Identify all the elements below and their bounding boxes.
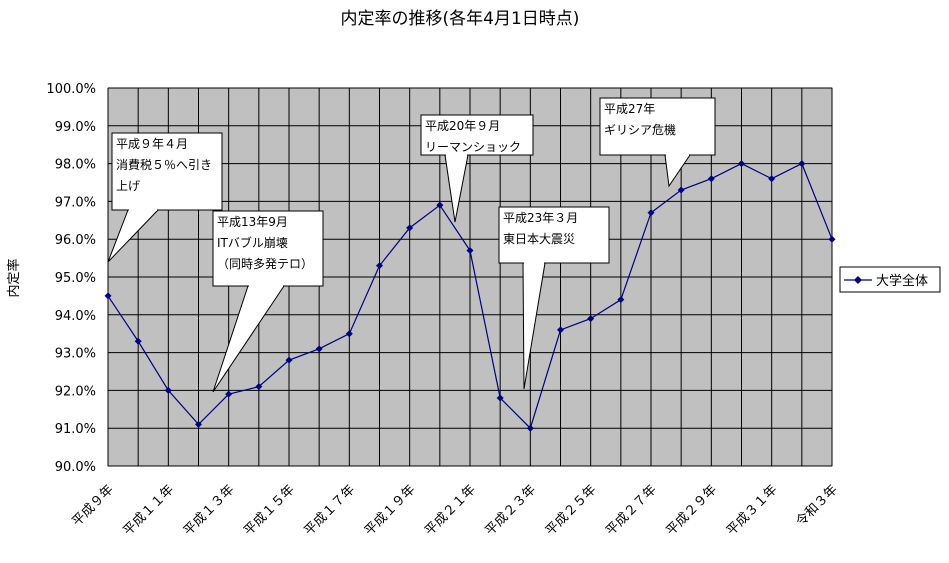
x-tick-label: 平成９年 [69,482,116,529]
callout-box [111,132,223,211]
x-tick-label: 平成１９年 [362,482,419,539]
callout-pointer [522,262,546,390]
annotations: 平成９年４月消費税５％へ引き上げ平成13年9月ITバブル崩壊（同時多発テロ）平成… [107,97,716,393]
callout-text: 東日本大震災 [503,232,575,246]
callout: 平成13年9月 ITバブル崩壊 （同時多発テロ） [212,210,324,393]
callout-pointer [212,285,285,393]
callout-text: 平成23年３月 [503,211,578,225]
data-point [195,420,202,428]
chart-title: 内定率の推移(各年4月1日時点) [341,9,580,29]
data-point [557,326,564,334]
legend-label: 大学全体 [876,273,928,289]
callout-text: ITバブル崩壊 [217,235,288,250]
data-point [225,390,233,398]
callout-text: （同時多発テロ） [217,257,313,271]
x-tick-label: 平成２９年 [664,482,721,539]
x-axis-ticks: 平成９年 平成１１年 平成１３年 平成１５年 平成１７年 平成１９年 平成２１年 平成２３年平… [69,482,840,539]
x-tick-label: 平成２１年 [422,482,479,539]
callout-text: ギリシア危機 [604,122,676,137]
y-axis-ticks: 90.0% 91.0% 92.0% 93.0% 94.0% 95.0% 96.0% 97.0%… [46,82,96,475]
y-axis-label: 内定率 [6,258,22,297]
data-point [134,337,142,345]
y-tick-label: 92.0% [55,384,96,399]
y-tick-label: 95.0% [55,271,96,286]
data-point [345,330,353,338]
data-point [255,383,263,391]
x-tick-label: 平成２７年 [603,482,660,539]
data-point [677,186,685,194]
data-point [496,394,504,402]
callout-pointer [444,154,469,223]
data-point [587,315,595,323]
data-point [164,386,172,394]
callout-pointer [107,209,159,263]
data-point [798,160,806,168]
callout-text: 消費税５％へ引き [116,157,212,172]
data-point [104,292,112,300]
data-point [828,235,836,243]
data-point [376,262,383,270]
data-point [768,175,776,183]
legend-diamond-marker [854,276,862,284]
data-point [466,247,474,255]
y-tick-label: 94.0% [55,309,96,324]
callout-text: 平成９年４月 [116,137,188,151]
y-tick-label: 96.0% [55,233,96,248]
y-tick-label: 100.0% [46,82,96,97]
x-tick-label: 平成２５年 [543,482,600,539]
callout-box [599,97,716,156]
data-point [436,201,444,209]
y-tick-label: 97.0% [55,195,96,210]
y-tick-label: 99.0% [55,120,96,135]
x-tick-label: 平成１１年 [121,482,178,539]
data-point [315,345,323,353]
data-point [647,209,655,217]
callout-box [212,210,324,287]
y-tick-label: 90.0% [55,460,96,475]
x-tick-label: 平成１７年 [302,482,359,539]
callout-text: 平成20年９月 [425,119,500,133]
callout-text: 上げ [116,179,140,193]
data-point [617,296,625,304]
callout-text: 平成13年9月 [217,215,288,229]
data-point [406,224,414,232]
legend: 大学全体 [839,266,941,293]
y-tick-label: 98.0% [55,158,96,173]
x-tick-label: 平成３１年 [724,482,781,539]
data-point [285,356,293,364]
y-tick-label: 93.0% [55,347,96,362]
callout-text: 平成27年 [604,102,655,116]
callout-box [498,206,610,264]
x-tick-label: 平成１３年 [181,482,238,539]
x-tick-label: 平成１５年 [241,482,298,539]
x-tick-label: 令和３年 [793,482,840,529]
y-tick-label: 91.0% [55,422,96,437]
data-point [707,175,715,183]
callout-pointer [664,154,691,188]
data-point [738,160,745,168]
data-point [526,424,534,432]
callout-text: リーマンショック [425,140,521,154]
series-group [104,160,836,432]
callout-box [420,114,534,156]
x-tick-label: 平成２３年 [483,482,540,539]
